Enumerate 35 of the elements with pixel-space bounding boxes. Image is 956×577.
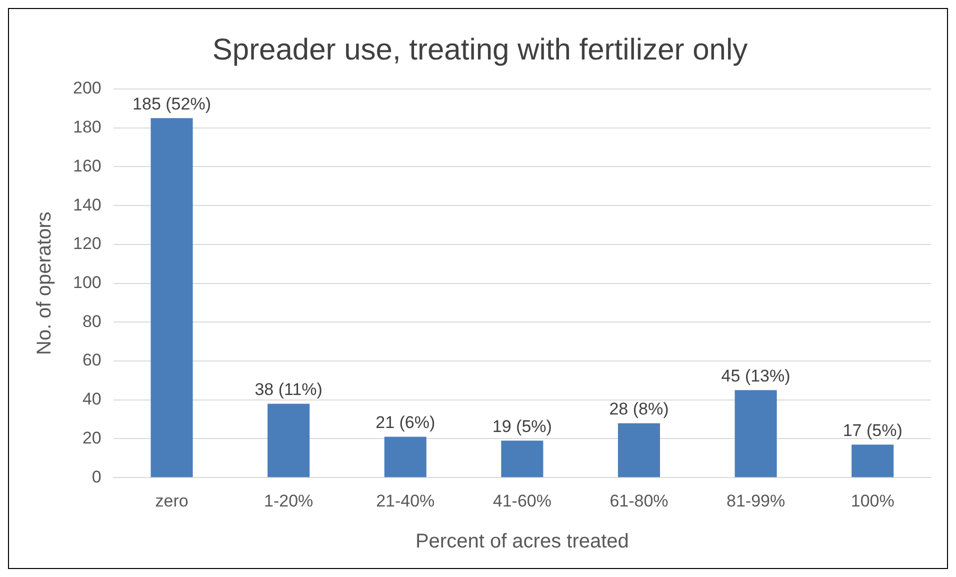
y-tick-label: 160 (72, 156, 102, 176)
data-label: 17 (5%) (842, 420, 902, 440)
x-tick-label: 100% (850, 491, 894, 510)
y-tick-label: 40 (82, 390, 102, 409)
y-tick-label: 0 (92, 467, 102, 486)
y-tick-label: 120 (72, 234, 102, 254)
data-label: 28 (8%) (609, 399, 669, 418)
bar (501, 440, 544, 478)
x-tick-label: 61-80% (610, 491, 668, 510)
x-tick-label: 81-99% (726, 491, 786, 510)
bar (618, 423, 660, 478)
x-tick-label: 21-40% (376, 491, 435, 510)
y-tick-label: 180 (72, 118, 102, 137)
data-label: 21 (6%) (376, 412, 436, 432)
bar (734, 390, 777, 478)
x-tick-label: zero (155, 491, 188, 510)
bar (384, 436, 426, 478)
y-tick-label: 200 (72, 78, 102, 98)
y-tick-label: 60 (82, 350, 102, 370)
bar (150, 118, 193, 478)
chart-title: Spreader use, treating with fertilizer only (212, 33, 748, 66)
data-label: 19 (5%) (492, 416, 552, 436)
data-label: 38 (11%) (254, 380, 322, 399)
y-tick-label: 20 (82, 428, 102, 448)
bar (268, 404, 310, 478)
data-label: 45 (13%) (721, 366, 790, 386)
y-tick-label: 80 (82, 312, 102, 331)
x-tick-label: 1-20% (264, 491, 314, 510)
data-label: 185 (52%) (132, 94, 211, 114)
bar (852, 444, 894, 478)
x-axis-title: Percent of acres treated (415, 530, 629, 553)
x-tick-label: 41-60% (492, 491, 552, 510)
y-tick-label: 100 (72, 272, 102, 292)
y-tick-label: 140 (72, 195, 102, 214)
y-axis-title: No. of operators (34, 212, 56, 356)
